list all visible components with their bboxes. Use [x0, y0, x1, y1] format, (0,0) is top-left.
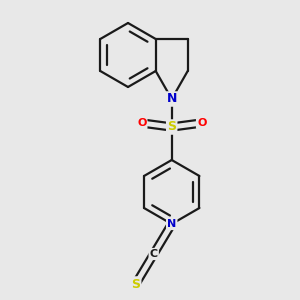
- Text: S: S: [131, 278, 140, 290]
- Text: S: S: [167, 121, 176, 134]
- Text: C: C: [150, 249, 158, 259]
- Text: O: O: [137, 118, 146, 128]
- Text: O: O: [197, 118, 206, 128]
- Text: N: N: [167, 92, 177, 106]
- Text: N: N: [167, 219, 176, 229]
